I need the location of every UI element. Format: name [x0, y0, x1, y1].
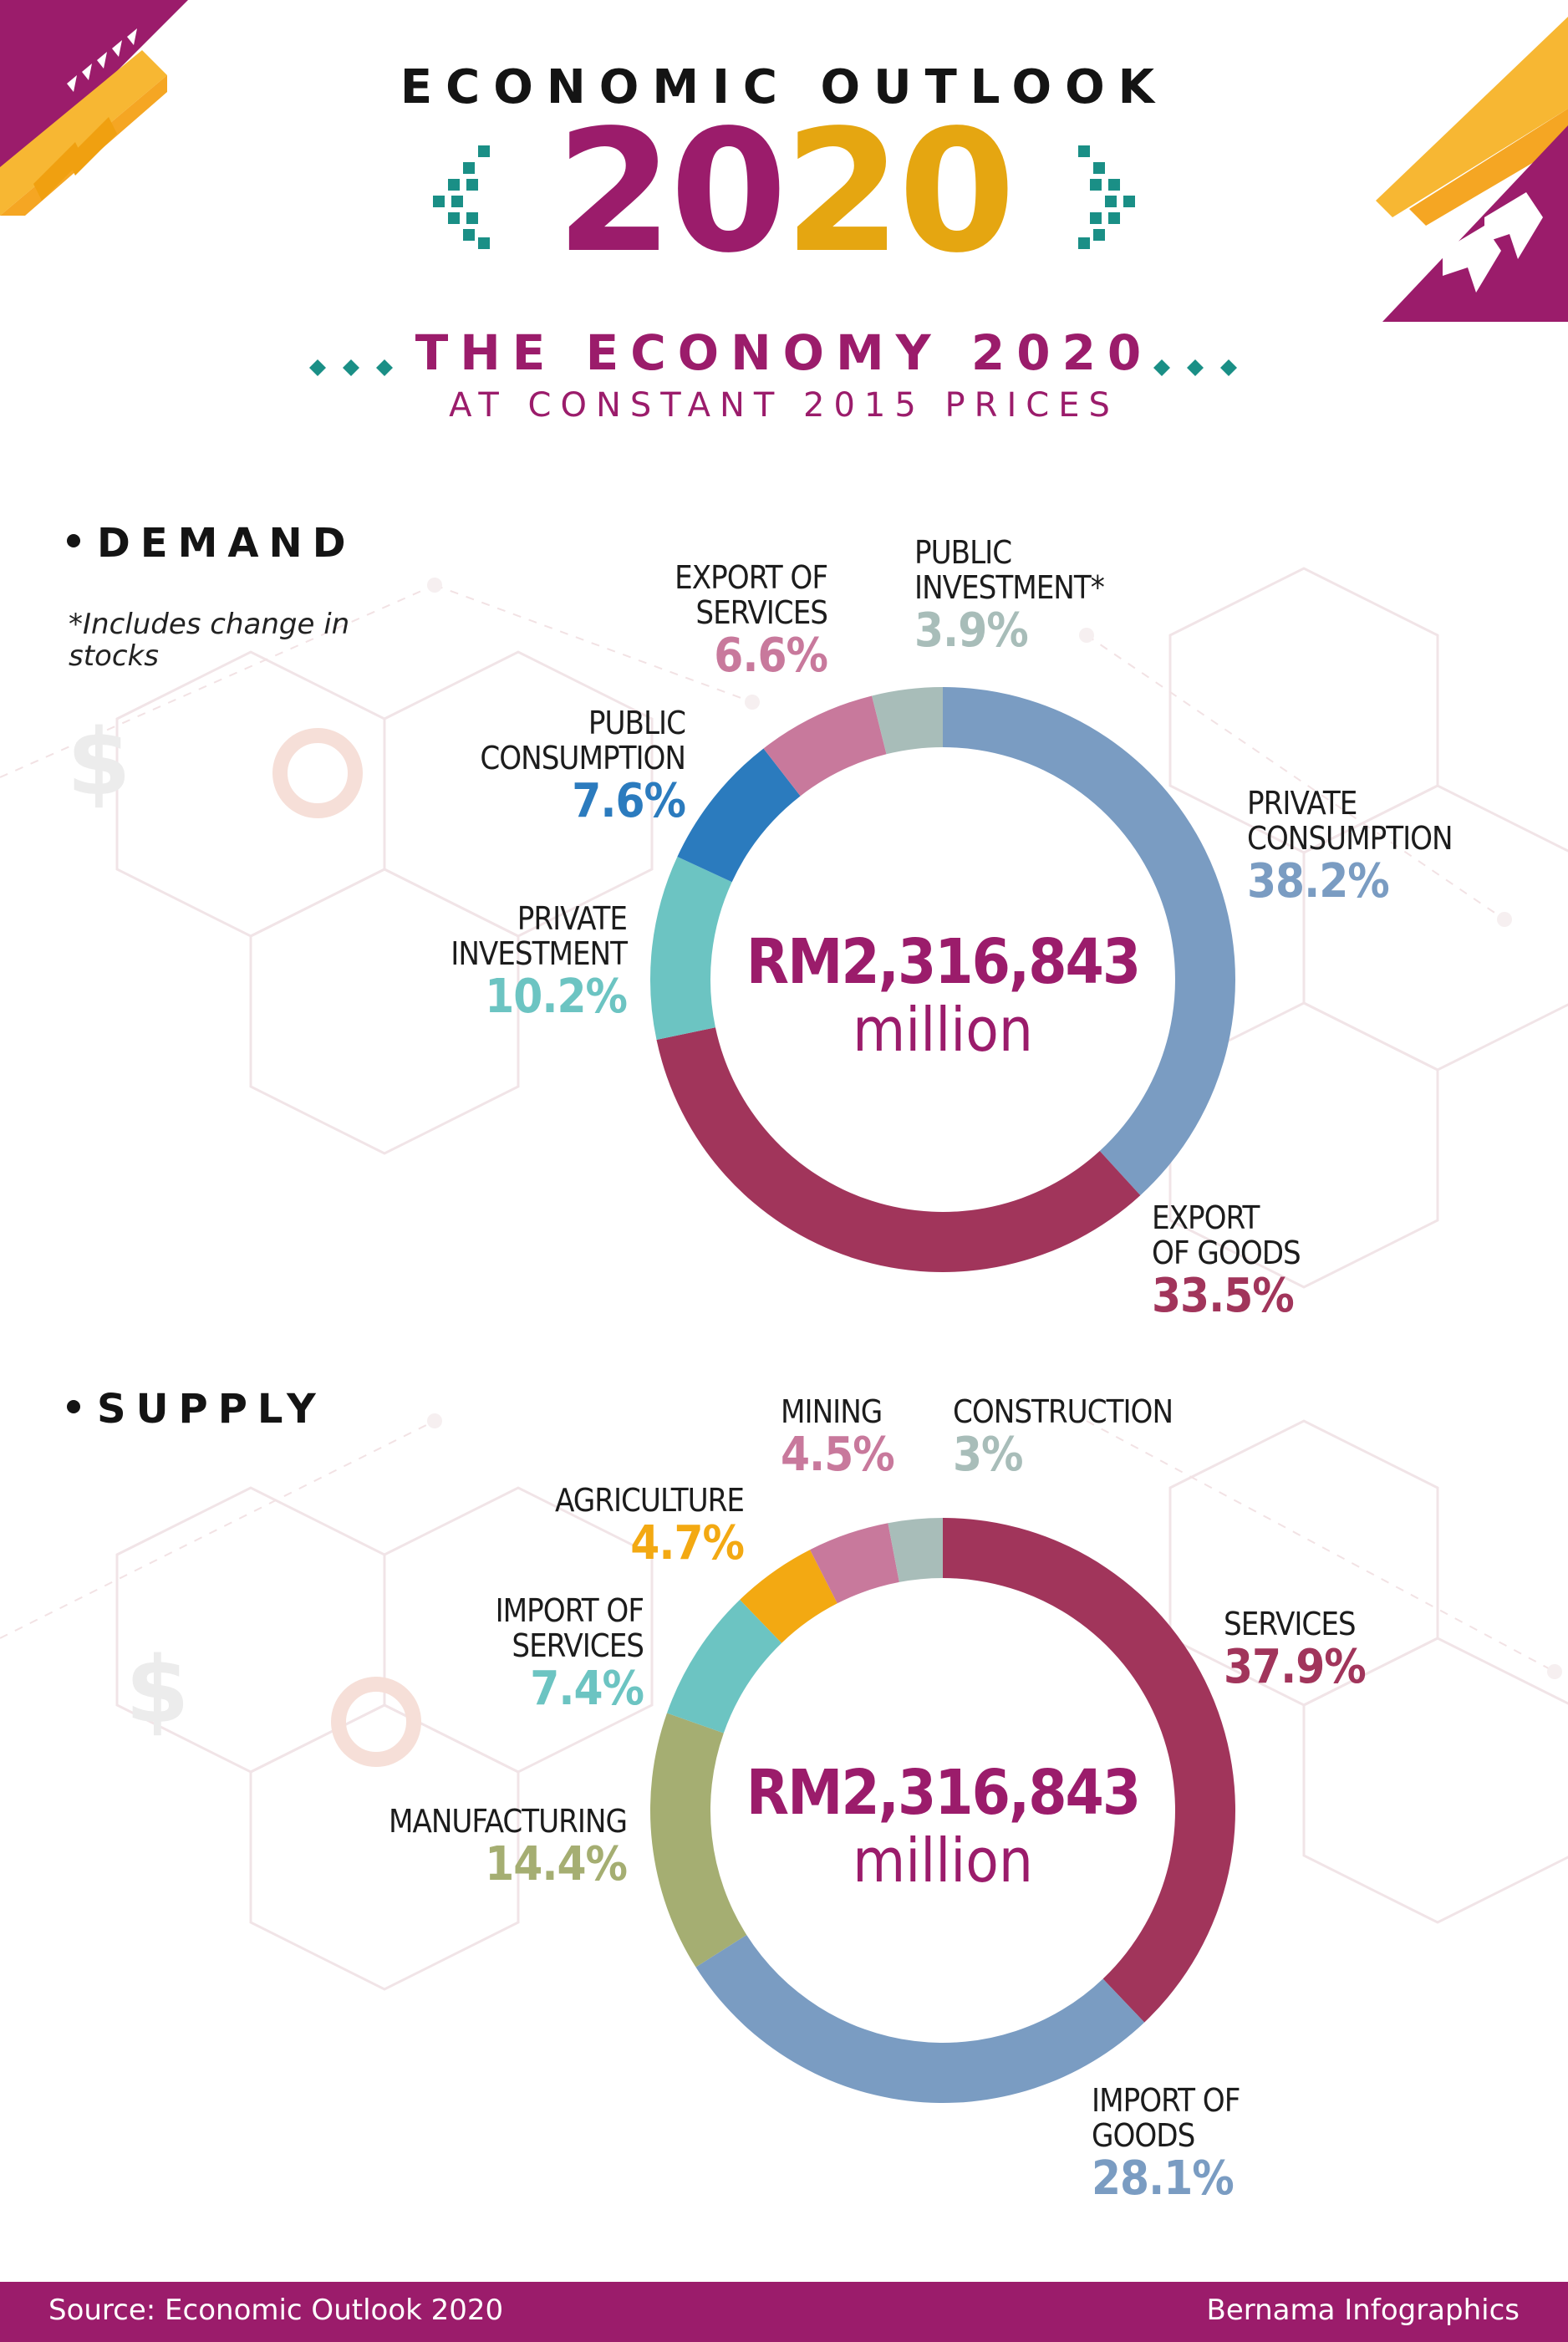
demand-label-private-consumption: PRIVATE CONSUMPTION 38.2% [1247, 786, 1453, 908]
donut-slice-private-consumption [943, 687, 1235, 1196]
svg-text:$: $ [67, 709, 131, 816]
corner-decoration-top-right [1376, 17, 1568, 322]
footer-bar: Source: Economic Outlook 2020 Bernama In… [0, 2282, 1568, 2342]
donut-slice-services [943, 1518, 1235, 2023]
right-chevron-icon [1078, 145, 1135, 249]
slice-percent: 14.4% [485, 1837, 628, 1891]
donut-slice-import-of-goods [695, 1934, 1145, 2103]
demand-footnote: *Includes change in stocks [69, 608, 350, 673]
slice-percent: 6.6% [714, 629, 828, 683]
slice-name: PUBLIC CONSUMPTION [480, 705, 686, 776]
slice-name: MANUFACTURING [388, 1803, 628, 1840]
slice-percent: 4.7% [630, 1516, 745, 1571]
footer-credit: Bernama Infographics [1206, 2294, 1520, 2327]
supply-label-manufacturing: MANUFACTURING 14.4% [388, 1803, 628, 1891]
economy-title: THE ECONOMY 2020 [415, 324, 1153, 381]
background-network-decoration: $ $ [0, 567, 1568, 1991]
donut-slice-manufacturing [650, 1713, 747, 1968]
slice-percent: 3.9% [914, 603, 1029, 658]
donut-slice-import-of-services [666, 1599, 782, 1734]
header-kicker: ECONOMIC OUTLOOK [400, 60, 1168, 115]
donut-slice-export-of-goods [656, 1027, 1141, 1272]
slice-name: MINING [781, 1393, 883, 1430]
donut-slice-export-of-services [763, 695, 887, 797]
slice-percent: 4.5% [781, 1428, 895, 1482]
slice-name: PUBLIC INVESTMENT* [914, 534, 1105, 606]
donut-slice-mining [810, 1523, 899, 1604]
donut-slice-public-consumption [677, 748, 801, 883]
header-year-part2: 20 [784, 93, 1016, 290]
slice-percent: 10.2% [485, 970, 628, 1024]
slice-percent: 3% [953, 1428, 1024, 1482]
slice-name: SERVICES [1224, 1606, 1357, 1642]
svg-text:$: $ [125, 1637, 190, 1744]
supply-label-services: SERVICES 37.9% [1224, 1606, 1367, 1694]
slice-percent: 7.6% [572, 774, 686, 828]
right-diamonds-icon [1153, 359, 1237, 376]
donut-slice-construction [888, 1518, 943, 1582]
bullet-dot-icon [67, 534, 80, 547]
supply-label-import-of-goods: IMPORT OF GOODS 28.1% [1092, 2083, 1240, 2205]
demand-section-label: DEMAND [67, 520, 356, 567]
supply-section-label: SUPPLY [67, 1386, 326, 1433]
economy-subtitle: AT CONSTANT 2015 PRICES [449, 386, 1119, 425]
demand-label-private-investment: PRIVATE INVESTMENT 10.2% [451, 900, 628, 1024]
demand-label-export-of-goods: EXPORT OF GOODS 33.5% [1152, 1200, 1301, 1322]
donut-slice-public-investment [872, 687, 943, 755]
slice-percent: 7.4% [530, 1662, 644, 1716]
slice-name: IMPORT OF SERVICES [495, 1592, 644, 1664]
left-diamonds-icon [309, 359, 393, 376]
header-year: 2020 [0, 107, 1568, 276]
slice-percent: 33.5% [1152, 1269, 1295, 1323]
header-year-part1: 20 [555, 93, 787, 290]
demand-label-public-investment: PUBLIC INVESTMENT* 3.9% [914, 534, 1105, 658]
demand-total-unit: million [853, 995, 1033, 1065]
supply-total-unit: million [853, 1825, 1033, 1896]
supply-label-import-of-services: IMPORT OF SERVICES 7.4% [496, 1593, 644, 1715]
donut-slice-agriculture [740, 1550, 837, 1643]
left-chevron-icon [433, 145, 490, 249]
supply-label-mining: MINING 4.5% [781, 1393, 895, 1482]
bullet-dot-icon [67, 1400, 80, 1413]
donut-slice-private-investment [650, 856, 732, 1041]
slice-name: PRIVATE CONSUMPTION [1247, 785, 1453, 857]
supply-donut-chart [650, 1518, 1235, 2103]
slice-percent: 37.9% [1224, 1640, 1367, 1694]
supply-label-agriculture: AGRICULTURE 4.7% [555, 1482, 745, 1571]
demand-label-public-consumption: PUBLIC CONSUMPTION 7.6% [480, 705, 686, 828]
slice-name: EXPORT OF GOODS [1152, 1199, 1301, 1271]
slice-name: PRIVATE INVESTMENT [451, 900, 628, 972]
demand-label-export-of-services: EXPORT OF SERVICES 6.6% [675, 559, 828, 683]
footer-source: Source: Economic Outlook 2020 [48, 2294, 504, 2327]
slice-percent: 38.2% [1247, 854, 1390, 909]
slice-name: IMPORT OF GOODS [1092, 2082, 1240, 2154]
corner-decoration-top-left [0, 0, 188, 216]
slice-name: AGRICULTURE [555, 1482, 745, 1519]
slice-percent: 28.1% [1092, 2151, 1235, 2206]
supply-label-construction: CONSTRUCTION 3% [953, 1394, 1173, 1481]
demand-total-value: RM2,316,843 [746, 926, 1141, 998]
supply-total-value: RM2,316,843 [746, 1757, 1141, 1829]
slice-name: EXPORT OF SERVICES [675, 559, 828, 631]
slice-name: CONSTRUCTION [953, 1393, 1173, 1430]
demand-donut-chart [650, 687, 1235, 1272]
